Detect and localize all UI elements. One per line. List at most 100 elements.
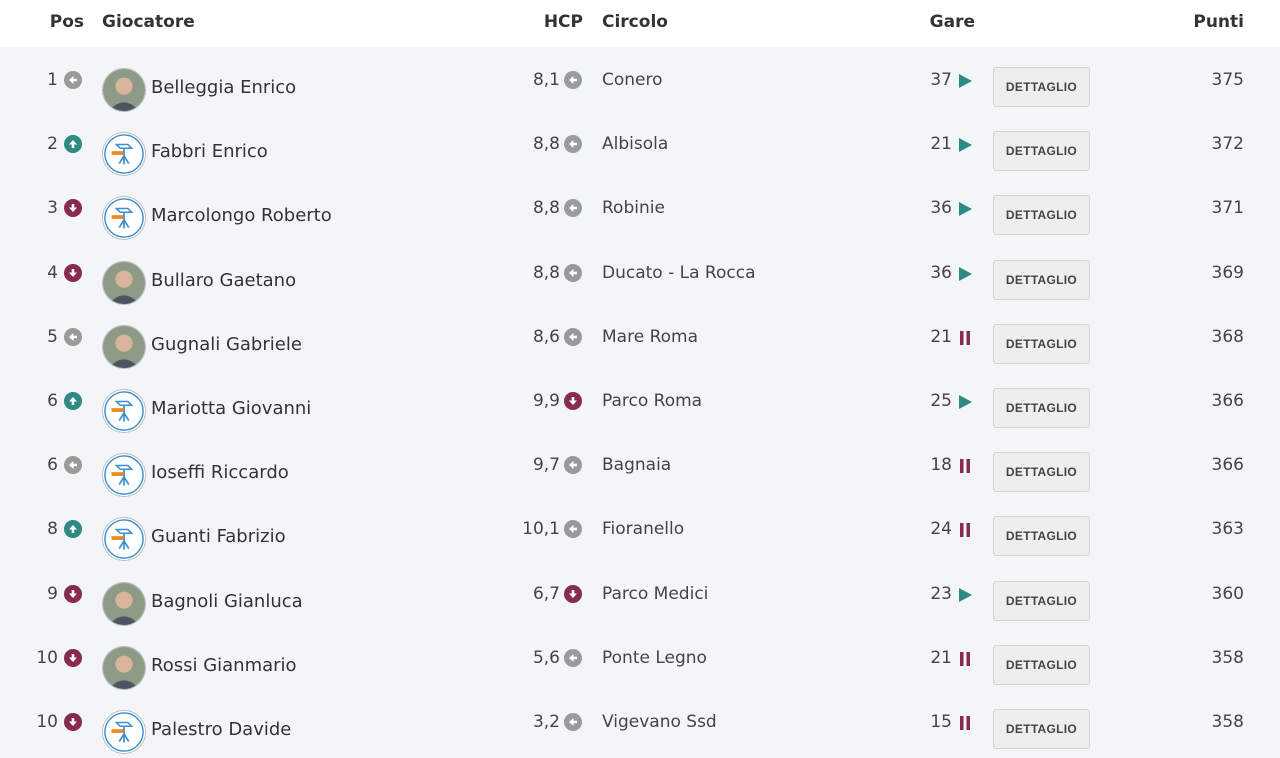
position-number: 6 bbox=[47, 455, 58, 476]
gare-count: 36 bbox=[930, 198, 952, 219]
punti-value: 372 bbox=[1211, 134, 1244, 155]
position-number: 2 bbox=[47, 134, 58, 155]
hcp-value: 5,6 bbox=[532, 647, 560, 668]
hcp-value: 8,8 bbox=[532, 198, 560, 219]
table-row: 5 Gugnali Gabriele 8,6 Mare Roma 21 DETTAGLIO… bbox=[0, 314, 1280, 378]
dettaglio-button[interactable]: DETTAGLIO bbox=[993, 644, 1090, 685]
position-trend-up-icon bbox=[64, 135, 82, 154]
header-punti[interactable]: Punti bbox=[1193, 12, 1244, 32]
pause-icon bbox=[957, 715, 973, 731]
punti-value: 358 bbox=[1211, 647, 1244, 668]
hcp-value: 10,1 bbox=[522, 519, 560, 540]
player-name[interactable]: Palestro Davide bbox=[151, 719, 292, 740]
header-club[interactable]: Circolo bbox=[602, 12, 668, 32]
player-name[interactable]: Marcolongo Roberto bbox=[151, 205, 332, 227]
position-trend-down-icon bbox=[64, 584, 82, 603]
gare-count: 21 bbox=[930, 134, 952, 155]
player-photo-avatar[interactable] bbox=[102, 68, 146, 112]
hcp-value: 6,7 bbox=[532, 583, 560, 604]
punti-value: 366 bbox=[1211, 455, 1244, 476]
player-name[interactable]: Bullaro Gaetano bbox=[151, 269, 297, 291]
player-photo-avatar[interactable] bbox=[102, 645, 146, 690]
table-row: 10 Palestro Davide 3,2 Vigevano Ssd 15 DETTAG… bbox=[0, 699, 1280, 758]
table-row: 4 Bullaro Gaetano 8,8 Ducato - La Rocca 36 DE… bbox=[0, 250, 1280, 314]
player-name[interactable]: Rossi Gianmario bbox=[151, 654, 297, 676]
position-number: 3 bbox=[47, 198, 58, 219]
golfer-logo-avatar[interactable] bbox=[102, 196, 146, 241]
punti-value: 360 bbox=[1211, 583, 1244, 604]
hcp-trend-same-icon bbox=[564, 135, 582, 154]
pause-icon bbox=[957, 522, 973, 538]
hcp-trend-same-icon bbox=[564, 456, 582, 475]
gare-count: 24 bbox=[930, 519, 952, 540]
dettaglio-button[interactable]: DETTAGLIO bbox=[993, 67, 1090, 107]
player-name[interactable]: Mariotta Giovanni bbox=[151, 398, 312, 419]
play-icon bbox=[957, 266, 973, 282]
position-number: 8 bbox=[47, 519, 58, 540]
position-trend-down-icon bbox=[64, 199, 82, 218]
player-photo-avatar[interactable] bbox=[102, 324, 146, 369]
player-name[interactable]: Belleggia Enrico bbox=[151, 77, 297, 98]
dettaglio-button[interactable]: DETTAGLIO bbox=[993, 323, 1090, 364]
table-row: 3 Marcolongo Roberto 8,8 Robinie 36 DETTAGLIO… bbox=[0, 185, 1280, 249]
dettaglio-button[interactable]: DETTAGLIO bbox=[993, 709, 1090, 749]
golfer-logo-avatar[interactable] bbox=[102, 710, 146, 754]
table-row: 6 Mariotta Giovanni 9,9 Parco Roma 25 DETTAGL… bbox=[0, 378, 1280, 442]
club-name: Mare Roma bbox=[602, 326, 698, 347]
player-name[interactable]: Gugnali Gabriele bbox=[151, 333, 302, 355]
header-pos[interactable]: Pos bbox=[49, 12, 84, 32]
position-trend-down-icon bbox=[64, 713, 82, 731]
club-name: Parco Roma bbox=[602, 391, 703, 411]
hcp-trend-same-icon bbox=[564, 520, 582, 539]
dettaglio-button[interactable]: DETTAGLIO bbox=[993, 388, 1090, 428]
club-name: Ducato - La Rocca bbox=[602, 262, 756, 283]
club-name: Ponte Legno bbox=[602, 647, 707, 668]
play-icon bbox=[957, 587, 973, 603]
punti-value: 371 bbox=[1211, 198, 1244, 219]
table-row: 9 Bagnoli Gianluca 6,7 Parco Medici 23 DETTAG… bbox=[0, 571, 1280, 635]
player-photo-avatar[interactable] bbox=[102, 260, 146, 305]
table-row: 8 Guanti Fabrizio 10,1 Fioranello 24 DETTAGLI… bbox=[0, 506, 1280, 570]
header-player[interactable]: Giocatore bbox=[102, 12, 195, 32]
dettaglio-button[interactable]: DETTAGLIO bbox=[993, 580, 1090, 621]
hcp-trend-same-icon bbox=[564, 263, 582, 282]
position-trend-down-icon bbox=[64, 648, 82, 667]
dettaglio-button[interactable]: DETTAGLIO bbox=[993, 259, 1090, 300]
header-hcp[interactable]: HCP bbox=[543, 12, 583, 32]
hcp-trend-same-icon bbox=[564, 199, 582, 218]
pause-icon bbox=[957, 458, 973, 474]
player-photo-avatar[interactable] bbox=[102, 581, 146, 626]
hcp-trend-same-icon bbox=[564, 327, 582, 346]
hcp-trend-same-icon bbox=[564, 71, 582, 89]
hcp-trend-same-icon bbox=[564, 648, 582, 667]
hcp-value: 8,1 bbox=[532, 70, 560, 90]
hcp-trend-down-icon bbox=[564, 392, 582, 410]
dettaglio-button[interactable]: DETTAGLIO bbox=[993, 516, 1090, 557]
player-name[interactable]: Bagnoli Gianluca bbox=[151, 590, 303, 612]
table-row: 1 Belleggia Enrico 8,1 Conero 37 DETTAGLIO 375 bbox=[0, 57, 1280, 121]
hcp-value: 8,8 bbox=[532, 134, 560, 155]
position-number: 1 bbox=[47, 70, 58, 90]
dettaglio-button[interactable]: DETTAGLIO bbox=[993, 452, 1090, 493]
player-name[interactable]: Fabbri Enrico bbox=[151, 141, 268, 163]
dettaglio-button[interactable]: DETTAGLIO bbox=[993, 131, 1090, 172]
pause-icon bbox=[957, 651, 973, 667]
hcp-value: 3,2 bbox=[532, 712, 560, 732]
position-trend-up-icon bbox=[64, 520, 82, 539]
punti-value: 358 bbox=[1211, 712, 1244, 732]
table-row: 6 Ioseffi Riccardo 9,7 Bagnaia 18 DETTAGLIO 36… bbox=[0, 442, 1280, 506]
punti-value: 375 bbox=[1211, 70, 1244, 90]
golfer-logo-avatar[interactable] bbox=[102, 517, 146, 562]
dettaglio-button[interactable]: DETTAGLIO bbox=[993, 195, 1090, 236]
table-row: 2 Fabbri Enrico 8,8 Albisola 21 DETTAGLIO 372 bbox=[0, 121, 1280, 185]
position-trend-up-icon bbox=[64, 392, 82, 410]
gare-count: 21 bbox=[930, 326, 952, 347]
gare-count: 18 bbox=[930, 455, 952, 476]
header-gare[interactable]: Gare bbox=[929, 12, 975, 32]
gare-count: 23 bbox=[930, 583, 952, 604]
player-name[interactable]: Ioseffi Riccardo bbox=[151, 462, 289, 484]
player-name[interactable]: Guanti Fabrizio bbox=[151, 526, 286, 548]
golfer-logo-avatar[interactable] bbox=[102, 389, 146, 433]
golfer-logo-avatar[interactable] bbox=[102, 453, 146, 498]
golfer-logo-avatar[interactable] bbox=[102, 132, 146, 177]
